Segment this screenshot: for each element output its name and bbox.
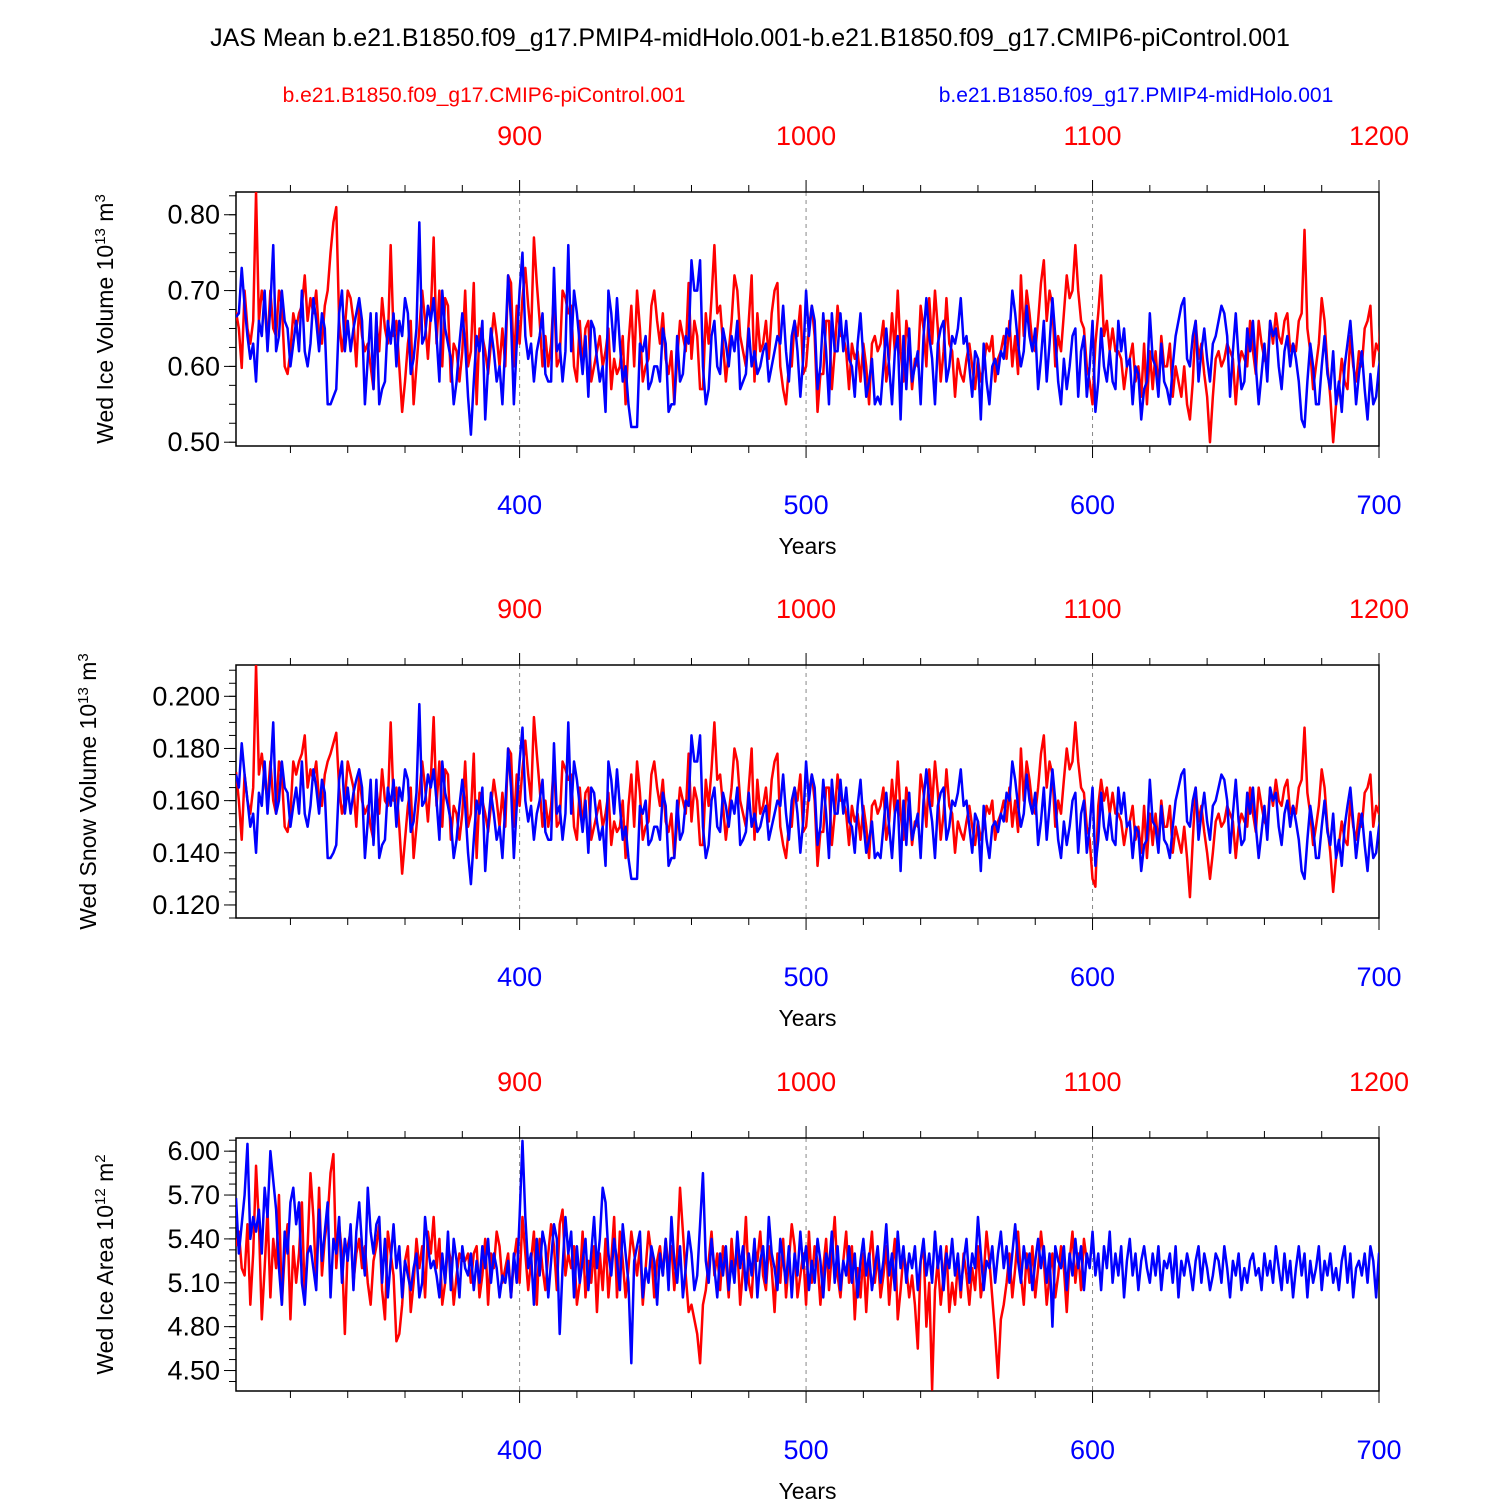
- y-tick-label: 0.200: [152, 681, 220, 711]
- y-axis-label: Wed Ice Volume 1013 m3: [92, 194, 119, 444]
- legend-red-label: b.e21.B1850.f09_g17.CMIP6-piControl.001: [283, 84, 686, 107]
- x-tick-label-top: 900: [497, 1067, 542, 1097]
- y-tick-label: 4.80: [167, 1312, 220, 1342]
- series-line-midholo: [236, 1139, 1379, 1365]
- y-axis-label-part: m: [75, 662, 101, 688]
- x-tick-label-bottom: 700: [1356, 962, 1401, 992]
- y-tick-label: 0.180: [152, 733, 220, 763]
- series-line-picontrol: [236, 192, 1379, 444]
- x-tick-label-bottom: 500: [784, 490, 829, 520]
- y-tick-label: 0.50: [167, 427, 220, 457]
- y-tick-label: 5.40: [167, 1224, 220, 1254]
- legend-blue-label: b.e21.B1850.f09_g17.PMIP4-midHolo.001: [939, 84, 1334, 107]
- y-axis-label-superscript: 12: [92, 1188, 109, 1205]
- y-axis-label-superscript: 3: [75, 653, 92, 661]
- x-tick-label-bottom: 400: [497, 490, 542, 520]
- x-tick-label-top: 1100: [1064, 1067, 1122, 1097]
- x-tick-label-top: 900: [497, 121, 542, 151]
- y-axis-label-part: Wed Snow Volume 10: [75, 704, 101, 930]
- y-tick-label: 0.80: [167, 200, 220, 230]
- x-tick-label-top: 1200: [1349, 121, 1409, 151]
- chart-panel-3: 400 500 600 700 900 1000 1100 1200 Years 4.50 4.80…: [92, 1067, 1410, 1500]
- y-axis-label: Wed Snow Volume 1013 m3: [75, 653, 102, 929]
- series-line-picontrol: [236, 665, 1379, 899]
- x-tick-label-bottom: 500: [784, 1435, 829, 1465]
- x-tick-label-top: 1200: [1349, 594, 1409, 624]
- y-axis-label-superscript: 2: [92, 1154, 109, 1162]
- y-tick-label: 5.10: [167, 1268, 220, 1298]
- chart-panel-1: 400 500 600 700 900 1000 1100 1200 Years 0.50 0.60…: [92, 121, 1410, 559]
- y-tick-label: 4.50: [167, 1356, 220, 1386]
- y-tick-label: 0.140: [152, 838, 220, 868]
- y-axis-label: Wed Ice Area 1012 m2: [92, 1154, 119, 1374]
- y-axis-label-part: m: [92, 203, 118, 229]
- x-tick-label-bottom: 700: [1356, 1435, 1401, 1465]
- x-tick-label-top: 1100: [1064, 121, 1122, 151]
- x-tick-label-bottom: 600: [1070, 962, 1115, 992]
- chart-title: JAS Mean b.e21.B1850.f09_g17.PMIP4-midHo…: [210, 24, 1290, 52]
- x-tick-label-bottom: 400: [497, 1435, 542, 1465]
- x-tick-label-top: 1200: [1349, 1067, 1409, 1097]
- y-axis-label-part: m: [92, 1163, 118, 1189]
- y-tick-label: 0.160: [152, 786, 220, 816]
- y-tick-label: 0.60: [167, 351, 220, 381]
- x-tick-label-bottom: 600: [1070, 1435, 1115, 1465]
- y-axis-label-superscript: 13: [75, 687, 92, 704]
- x-axis-label: Years: [779, 1005, 837, 1031]
- y-axis-label-superscript: 13: [92, 228, 109, 245]
- x-tick-label-top: 1100: [1064, 594, 1122, 624]
- series-line-midholo: [236, 702, 1379, 886]
- y-tick-label: 5.70: [167, 1180, 220, 1210]
- x-axis-label: Years: [779, 1478, 837, 1500]
- x-tick-label-top: 1000: [776, 1067, 836, 1097]
- y-axis-label-superscript: 3: [92, 194, 109, 202]
- x-tick-label-bottom: 700: [1356, 490, 1401, 520]
- x-tick-label-bottom: 400: [497, 962, 542, 992]
- y-axis-label-part: Wed Ice Area 10: [92, 1205, 118, 1375]
- x-axis-label: Years: [779, 533, 837, 559]
- x-tick-label-top: 1000: [776, 594, 836, 624]
- chart-panel-2: 400 500 600 700 900 1000 1100 1200 Years 0.120 0.1…: [75, 594, 1410, 1031]
- y-tick-label: 6.00: [167, 1136, 220, 1166]
- series-line-midholo: [236, 221, 1379, 436]
- y-tick-label: 0.70: [167, 276, 220, 306]
- y-tick-label: 0.120: [152, 890, 220, 920]
- x-tick-label-bottom: 600: [1070, 490, 1115, 520]
- x-tick-label-top: 1000: [776, 121, 836, 151]
- x-tick-label-bottom: 500: [784, 962, 829, 992]
- y-axis-label-part: Wed Ice Volume 10: [92, 245, 118, 444]
- x-tick-label-top: 900: [497, 594, 542, 624]
